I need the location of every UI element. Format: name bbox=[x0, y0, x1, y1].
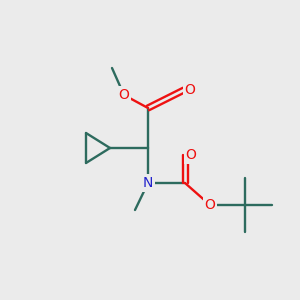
Text: N: N bbox=[143, 176, 153, 190]
Text: O: O bbox=[205, 198, 215, 212]
Text: O: O bbox=[186, 148, 196, 162]
Text: O: O bbox=[118, 88, 129, 102]
Text: O: O bbox=[184, 83, 195, 97]
